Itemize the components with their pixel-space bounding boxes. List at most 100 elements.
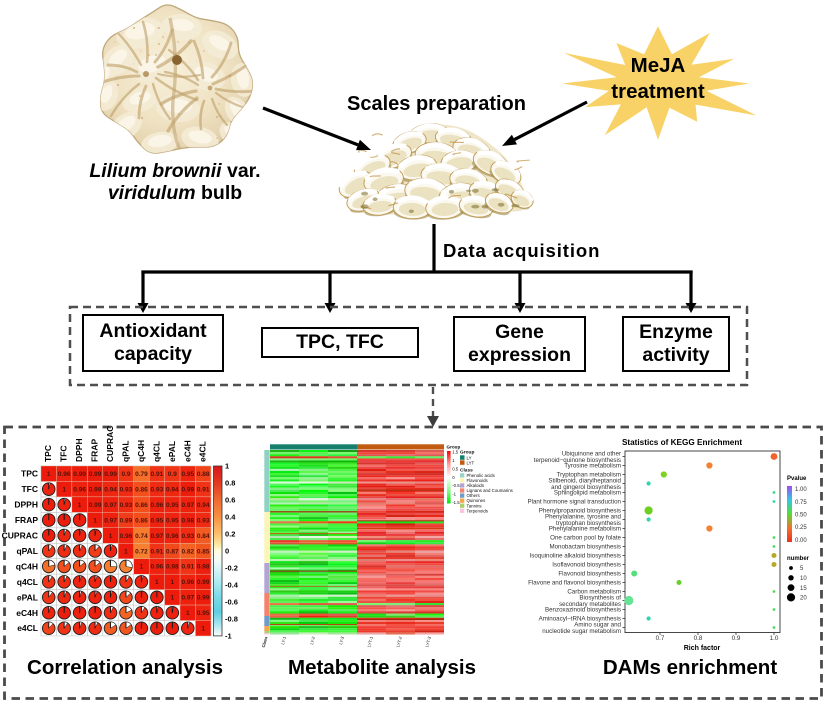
svg-text:0.97: 0.97 — [151, 533, 164, 540]
svg-text:0.94: 0.94 — [197, 502, 210, 509]
svg-text:0.74: 0.74 — [135, 533, 148, 540]
svg-text:and gingerol biosynthesis: and gingerol biosynthesis — [551, 484, 621, 491]
svg-text:TFC: TFC — [59, 445, 69, 462]
svg-text:0.86: 0.86 — [135, 517, 148, 524]
svg-text:0.97: 0.97 — [104, 517, 117, 524]
svg-text:qC4H: qC4H — [16, 561, 38, 571]
svg-text:Class: Class — [261, 635, 269, 648]
svg-text:nucleotide sugar metabolism: nucleotide sugar metabolism — [542, 628, 621, 635]
svg-text:1.0: 1.0 — [770, 635, 779, 642]
svg-text:1: 1 — [155, 579, 159, 586]
svg-text:Phenylalanine metabolism: Phenylalanine metabolism — [549, 526, 621, 533]
svg-text:1: 1 — [124, 548, 128, 555]
svg-text:eC4H: eC4H — [182, 440, 192, 462]
svg-text:0.88: 0.88 — [197, 471, 210, 478]
svg-text:0.98: 0.98 — [197, 564, 210, 571]
svg-text:qC4H: qC4H — [136, 440, 146, 462]
svg-text:Class: Class — [460, 467, 473, 473]
svg-text:0.2: 0.2 — [225, 530, 235, 539]
svg-text:LYT-1: LYT-1 — [366, 635, 374, 647]
svg-text:1: 1 — [62, 486, 66, 493]
svg-text:LY-1: LY-1 — [280, 635, 287, 645]
svg-text:ePAL: ePAL — [167, 441, 177, 462]
svg-text:0.99: 0.99 — [89, 502, 102, 509]
svg-text:0.95: 0.95 — [166, 502, 179, 509]
svg-text:-0.2: -0.2 — [225, 564, 238, 573]
svg-text:CUPRAC: CUPRAC — [2, 531, 38, 541]
svg-text:-0.4: -0.4 — [225, 581, 239, 590]
svg-text:tryptophan biosynthesis: tryptophan biosynthesis — [556, 520, 621, 527]
svg-text:0.96: 0.96 — [151, 502, 164, 509]
svg-text:Tryptophan metabolism: Tryptophan metabolism — [557, 472, 621, 479]
svg-text:5: 5 — [800, 566, 804, 572]
svg-text:0.99: 0.99 — [89, 471, 102, 478]
svg-text:TPC: TPC — [43, 445, 53, 462]
svg-text:Others: Others — [467, 493, 481, 498]
svg-text:1: 1 — [78, 502, 82, 509]
svg-text:0.96: 0.96 — [166, 533, 179, 540]
svg-text:0.93: 0.93 — [151, 486, 164, 493]
svg-text:-1.5: -1.5 — [452, 500, 460, 505]
svg-text:0.7: 0.7 — [656, 635, 665, 642]
svg-text:qPAL: qPAL — [16, 546, 38, 556]
svg-text:LYT: LYT — [467, 460, 475, 465]
svg-text:0.50: 0.50 — [795, 513, 807, 519]
svg-text:1: 1 — [47, 471, 51, 478]
svg-text:e4CL: e4CL — [17, 623, 38, 633]
svg-text:0.96: 0.96 — [73, 486, 86, 493]
svg-text:0.95: 0.95 — [166, 517, 179, 524]
svg-text:Isoquinoline alkaloid biosynth: Isoquinoline alkaloid biosynthesis — [530, 553, 622, 560]
svg-text:0.75: 0.75 — [795, 500, 807, 506]
svg-text:0.93: 0.93 — [120, 502, 133, 509]
svg-text:1: 1 — [140, 564, 144, 571]
svg-text:1: 1 — [452, 458, 455, 463]
svg-text:Alkaloids: Alkaloids — [467, 483, 485, 488]
svg-text:0.93: 0.93 — [197, 517, 210, 524]
svg-text:0.86: 0.86 — [135, 486, 148, 493]
svg-text:0.72: 0.72 — [135, 548, 148, 555]
svg-text:0.99: 0.99 — [197, 579, 210, 586]
svg-text:10: 10 — [800, 576, 807, 582]
svg-text:0.9: 0.9 — [732, 635, 741, 642]
svg-text:0.96: 0.96 — [120, 533, 133, 540]
svg-text:0: 0 — [225, 547, 229, 556]
svg-text:e4CL: e4CL — [198, 441, 208, 462]
svg-text:0.91: 0.91 — [181, 564, 194, 571]
svg-text:Flavonoid biosynthesis: Flavonoid biosynthesis — [558, 571, 621, 578]
svg-text:0.6: 0.6 — [225, 496, 235, 505]
svg-text:1: 1 — [171, 595, 175, 602]
svg-text:Tyrosine metabolism: Tyrosine metabolism — [564, 463, 621, 470]
svg-text:terpenoid−quinone biosynthesis: terpenoid−quinone biosynthesis — [534, 457, 621, 464]
svg-text:Pvalue: Pvalue — [787, 476, 807, 482]
svg-text:-0.8: -0.8 — [225, 615, 238, 624]
svg-text:0.89: 0.89 — [120, 517, 133, 524]
svg-text:0.94: 0.94 — [104, 486, 117, 493]
svg-text:1: 1 — [201, 626, 205, 633]
svg-text:0.97: 0.97 — [181, 502, 194, 509]
svg-text:0.99: 0.99 — [89, 486, 102, 493]
svg-text:0.91: 0.91 — [151, 548, 164, 555]
svg-text:DPPH: DPPH — [14, 500, 38, 510]
svg-text:0.87: 0.87 — [166, 548, 179, 555]
svg-text:0.79: 0.79 — [135, 471, 148, 478]
svg-text:1: 1 — [225, 462, 229, 471]
svg-text:Phenylpropanoid biosynthesis: Phenylpropanoid biosynthesis — [539, 508, 621, 515]
svg-text:-1: -1 — [452, 492, 456, 497]
svg-text:0.95: 0.95 — [151, 517, 164, 524]
svg-text:Phenolic acids: Phenolic acids — [467, 473, 496, 478]
svg-text:0.93: 0.93 — [181, 533, 194, 540]
svg-text:LY: LY — [467, 455, 472, 460]
svg-text:15: 15 — [800, 586, 807, 592]
svg-text:1: 1 — [171, 579, 175, 586]
svg-text:0.9: 0.9 — [121, 471, 130, 478]
svg-text:0.94: 0.94 — [166, 486, 179, 493]
svg-text:DPPH: DPPH — [74, 438, 84, 462]
svg-text:0.85: 0.85 — [197, 548, 210, 555]
svg-text:0.97: 0.97 — [104, 502, 117, 509]
svg-text:-0.6: -0.6 — [225, 598, 238, 607]
svg-text:0.82: 0.82 — [181, 548, 194, 555]
svg-text:Benzoxazinoid biosynthesis: Benzoxazinoid biosynthesis — [545, 607, 621, 614]
svg-text:Phenylalanine, tyrosine and: Phenylalanine, tyrosine and — [545, 513, 622, 520]
svg-text:Tannins: Tannins — [467, 503, 483, 508]
svg-text:1.5: 1.5 — [452, 450, 459, 455]
